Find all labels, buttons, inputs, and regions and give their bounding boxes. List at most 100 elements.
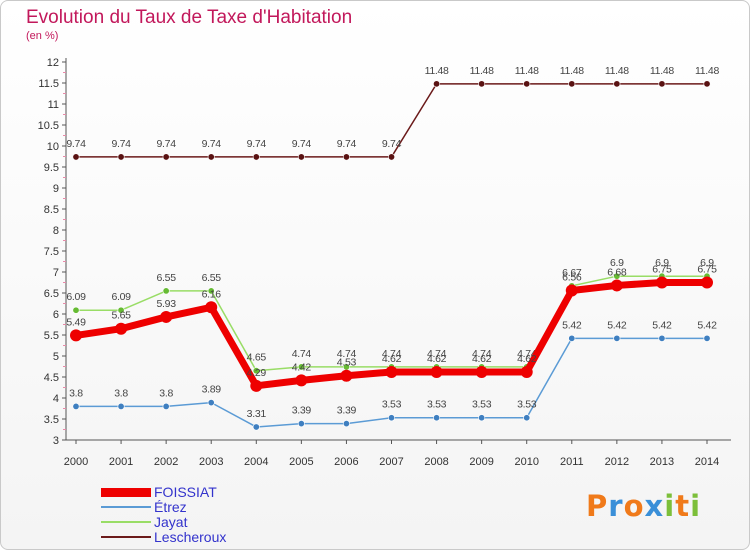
x-tick-label: 2009 [469, 456, 493, 468]
data-label-jayat: 6.67 [562, 267, 582, 279]
data-label-jayat: 6.09 [66, 291, 86, 303]
data-point-etrez [252, 423, 260, 431]
y-tick-label: 10 [47, 141, 59, 153]
data-label-jayat: 4.74 [472, 348, 492, 360]
data-point-foissiat [295, 374, 308, 387]
legend-swatch-jayat [101, 521, 151, 523]
data-point-etrez [658, 334, 666, 342]
data-point-lescheroux [297, 153, 305, 161]
data-label-foissiat: 6.68 [607, 266, 627, 278]
data-label-jayat: 4.74 [292, 348, 312, 360]
data-label-lescheroux: 11.48 [470, 65, 494, 77]
data-label-etrez: 3.53 [472, 399, 492, 411]
data-label-foissiat: 4.62 [427, 353, 447, 365]
data-label-foissiat: 4.53 [337, 357, 357, 369]
y-tick-label: 3 [53, 435, 59, 447]
logo-letter: i [690, 489, 702, 523]
data-label-lescheroux: 9.74 [157, 138, 177, 150]
x-tick-label: 2011 [560, 456, 584, 468]
x-tick-label: 2008 [424, 456, 448, 468]
data-label-foissiat: 6.75 [652, 264, 672, 276]
legend-swatch-lescheroux [101, 536, 151, 538]
data-label-lescheroux: 9.74 [111, 138, 131, 150]
x-tick-label: 2005 [289, 456, 313, 468]
data-label-lescheroux: 11.48 [650, 65, 674, 77]
data-point-jayat [252, 367, 260, 375]
data-point-lescheroux [703, 80, 711, 88]
data-label-jayat: 6.9 [610, 257, 624, 269]
x-tick-label: 2002 [154, 456, 178, 468]
y-tick-label: 6.5 [44, 288, 59, 300]
data-point-lescheroux [117, 153, 125, 161]
data-point-etrez [703, 334, 711, 342]
data-label-lescheroux: 9.74 [66, 138, 86, 150]
x-tick-label: 2003 [199, 456, 223, 468]
y-tick-label: 4 [53, 393, 59, 405]
y-axis-unit-label: (en %) [26, 30, 59, 42]
data-label-etrez: 5.42 [562, 319, 582, 331]
data-point-etrez [568, 334, 576, 342]
data-label-jayat: 4.65 [247, 352, 267, 364]
logo-letter: t [675, 489, 691, 523]
data-point-foissiat [610, 279, 623, 292]
x-tick-label: 2006 [334, 456, 358, 468]
data-point-etrez [613, 334, 621, 342]
data-label-lescheroux: 9.74 [247, 138, 267, 150]
data-point-foissiat [115, 322, 128, 335]
data-label-jayat: 6.9 [655, 257, 669, 269]
data-label-etrez: 3.8 [159, 387, 173, 399]
data-point-etrez [433, 414, 441, 422]
y-tick-label: 10.5 [38, 120, 59, 132]
data-label-etrez: 5.42 [652, 319, 672, 331]
data-point-etrez [297, 420, 305, 428]
data-point-lescheroux [523, 80, 531, 88]
data-point-jayat [207, 287, 215, 295]
data-label-foissiat: 5.93 [157, 298, 177, 310]
data-label-jayat: 4.74 [337, 348, 357, 360]
data-point-lescheroux [478, 80, 486, 88]
data-point-etrez [523, 414, 531, 422]
logo-letter: P [586, 489, 609, 523]
data-point-foissiat [430, 365, 443, 378]
data-point-lescheroux [613, 80, 621, 88]
data-label-etrez: 3.53 [517, 399, 537, 411]
data-label-foissiat: 4.62 [517, 353, 537, 365]
legend-swatch-etrez [101, 506, 151, 508]
x-tick-label: 2012 [605, 456, 629, 468]
data-label-lescheroux: 11.48 [695, 65, 719, 77]
y-tick-label: 8.5 [44, 204, 59, 216]
legend-label-lescheroux: Lescheroux [154, 529, 227, 545]
legend-label-foissiat: FOISSIAT [154, 484, 217, 500]
data-label-foissiat: 6.16 [202, 288, 222, 300]
data-label-foissiat: 4.42 [292, 361, 312, 373]
data-point-foissiat [701, 276, 713, 289]
data-point-lescheroux [72, 153, 80, 161]
data-point-foissiat [340, 369, 353, 382]
data-point-etrez [387, 414, 395, 422]
data-point-foissiat [385, 365, 398, 378]
data-label-foissiat: 6.75 [697, 264, 717, 276]
data-point-etrez [478, 414, 486, 422]
data-label-lescheroux: 11.48 [425, 65, 449, 77]
data-label-lescheroux: 11.48 [515, 65, 539, 77]
data-point-jayat [613, 272, 621, 280]
y-tick-label: 7.5 [44, 246, 59, 258]
data-point-etrez [207, 399, 215, 407]
data-point-foissiat [565, 284, 578, 297]
legend-label-etrez: Étrez [154, 499, 187, 515]
y-tick-label: 4.5 [44, 372, 59, 384]
data-label-lescheroux: 9.74 [337, 138, 357, 150]
data-label-etrez: 5.42 [697, 319, 717, 331]
data-label-foissiat: 6.56 [562, 271, 582, 283]
data-label-foissiat: 5.65 [111, 310, 131, 322]
x-tick-label: 2014 [695, 456, 719, 468]
data-point-lescheroux [387, 153, 395, 161]
data-label-jayat: 6.9 [700, 257, 714, 269]
proxiti-logo: Proxiti [586, 489, 701, 523]
x-tick-label: 2007 [379, 456, 403, 468]
chart-title: Evolution du Taux de Taxe d'Habitation [26, 7, 353, 28]
data-label-lescheroux: 9.74 [382, 138, 402, 150]
y-tick-label: 11.5 [38, 78, 59, 90]
x-tick-label: 2000 [64, 456, 88, 468]
data-point-foissiat [205, 301, 218, 314]
